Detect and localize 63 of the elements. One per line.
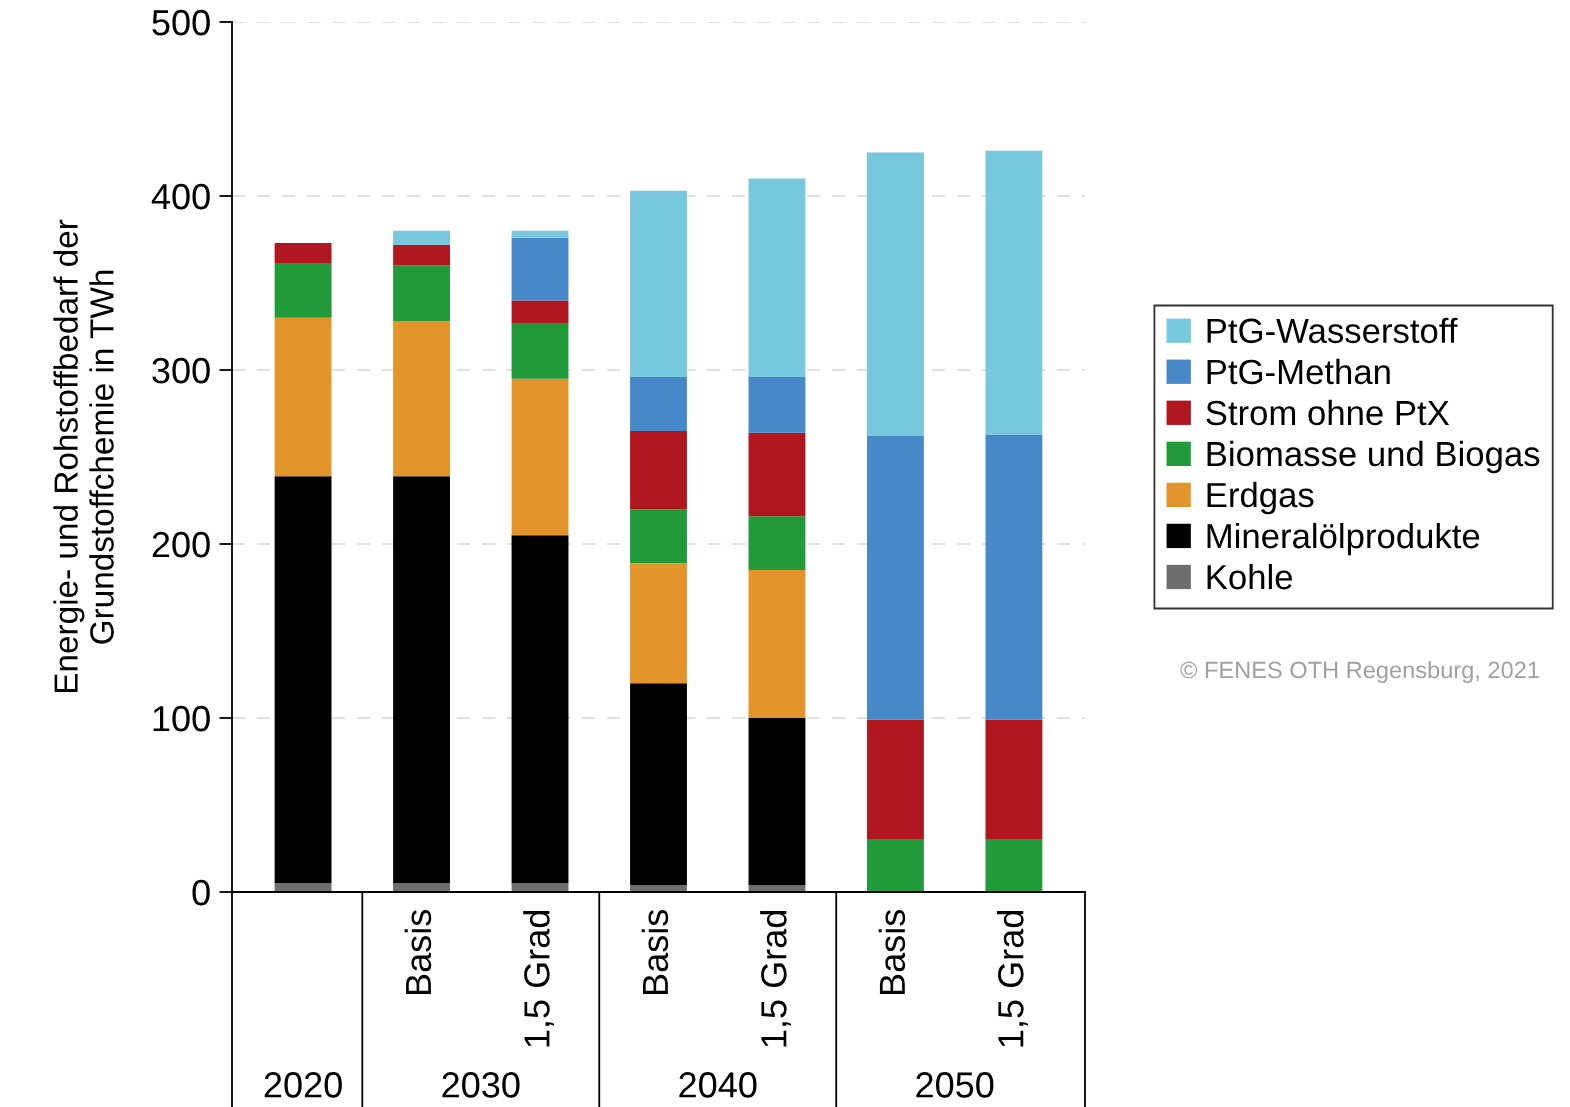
text: 2030 <box>442 1072 520 1098</box>
x-tick-label: 1,5 Grad <box>997 910 1028 1047</box>
legend-label: Strom ohne PtX <box>1206 399 1450 426</box>
bar <box>274 317 332 477</box>
bar <box>393 883 450 892</box>
bar <box>630 190 687 377</box>
legend-label: PtG-Wasserstoff <box>1207 317 1458 344</box>
y-tick-label: 300 <box>152 357 210 384</box>
bar <box>867 436 924 720</box>
bar <box>511 323 569 379</box>
bar <box>511 300 569 324</box>
bar <box>630 376 687 431</box>
bar <box>393 230 450 245</box>
bar <box>985 719 1043 840</box>
bar <box>511 378 569 536</box>
legend-label: Kohle <box>1207 563 1292 590</box>
text: 2050 <box>916 1072 994 1098</box>
y-tick-label: 200 <box>152 531 210 558</box>
bar <box>393 321 450 477</box>
bar <box>511 230 569 238</box>
bar <box>274 263 332 318</box>
bar <box>630 430 687 510</box>
text: 2020 <box>264 1072 342 1098</box>
bar <box>274 883 332 892</box>
bar <box>393 476 450 884</box>
bar <box>748 570 806 718</box>
bar <box>867 719 924 840</box>
bar <box>274 242 332 264</box>
x-tick-label: Basis <box>878 909 906 995</box>
bar <box>748 516 806 571</box>
bar <box>748 718 806 886</box>
bar <box>748 432 806 517</box>
bar <box>511 237 569 301</box>
bar <box>630 683 687 886</box>
bar <box>274 476 332 884</box>
y-axis-title: Energie- und Rohstoffbedarf der Grundstoffchemie in TWh <box>53 219 114 693</box>
x-tick-label: 1,5 Grad <box>760 910 791 1047</box>
x-tick-label: Basis <box>404 909 432 995</box>
bar <box>748 376 806 433</box>
bar <box>985 434 1043 720</box>
legend-label: Erdgas <box>1207 481 1314 515</box>
bar <box>985 839 1043 892</box>
y-tick-label: 100 <box>153 705 210 732</box>
bar <box>393 244 450 266</box>
x-tick-label: Basis <box>641 909 669 995</box>
text: © FENES OTH Regensburg, 2021 <box>1180 660 1539 684</box>
bar <box>748 178 806 377</box>
legend-label: Mineralölprodukte <box>1207 522 1480 556</box>
bar <box>511 535 569 884</box>
bar <box>867 839 924 892</box>
bar <box>511 883 569 892</box>
bar <box>985 150 1043 435</box>
x-tick-label: 1,5 Grad <box>523 910 554 1047</box>
y-tick-label: 500 <box>152 9 210 36</box>
bar <box>630 509 687 564</box>
text: 2040 <box>679 1072 757 1098</box>
y-tick-label: 400 <box>151 183 210 210</box>
bar <box>630 563 687 684</box>
legend-label: PtG-Methan <box>1207 358 1390 385</box>
y-tick-label: 0 <box>192 879 210 906</box>
bar <box>867 152 924 437</box>
legend-label: Biomasse und Biogas <box>1207 440 1540 474</box>
bar <box>393 265 450 322</box>
